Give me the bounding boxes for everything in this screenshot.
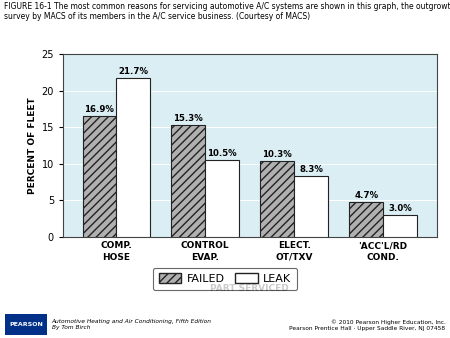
Text: FIGURE 16-1 The most common reasons for servicing automotive A/C systems are sho: FIGURE 16-1 The most common reasons for … <box>4 2 450 21</box>
Bar <box>349 202 383 237</box>
Bar <box>117 78 150 237</box>
Bar <box>171 125 205 237</box>
Text: 10.5%: 10.5% <box>207 149 237 158</box>
Text: 3.0%: 3.0% <box>388 203 412 213</box>
Text: 10.3%: 10.3% <box>262 150 292 159</box>
Text: 4.7%: 4.7% <box>354 191 378 200</box>
Text: © 2010 Pearson Higher Education, Inc.
Pearson Prentice Hall · Upper Saddle River: © 2010 Pearson Higher Education, Inc. Pe… <box>289 319 446 331</box>
Y-axis label: PERCENT OF FLEET: PERCENT OF FLEET <box>28 97 37 194</box>
Bar <box>261 162 294 237</box>
Text: 15.3%: 15.3% <box>174 114 203 123</box>
Bar <box>205 160 239 237</box>
Bar <box>294 176 328 237</box>
Text: 16.9%: 16.9% <box>85 105 114 114</box>
Bar <box>82 116 117 237</box>
Legend: FAILED, LEAK: FAILED, LEAK <box>153 268 297 290</box>
Bar <box>383 215 417 237</box>
Text: PEARSON: PEARSON <box>9 322 43 327</box>
Text: Automotive Heating and Air Conditioning, Fifth Edition
By Tom Birch: Automotive Heating and Air Conditioning,… <box>52 319 212 330</box>
Text: 21.7%: 21.7% <box>118 67 148 76</box>
Text: 8.3%: 8.3% <box>299 165 323 174</box>
X-axis label: PART SERVICED: PART SERVICED <box>211 284 289 293</box>
